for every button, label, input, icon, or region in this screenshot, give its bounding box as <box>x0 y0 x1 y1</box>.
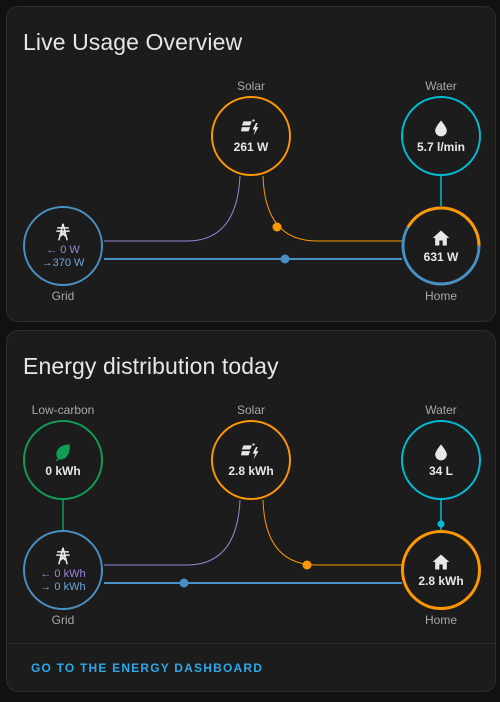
energy-dashboard-link[interactable]: GO TO THE ENERGY DASHBOARD <box>31 661 264 675</box>
flow-lines <box>104 175 442 264</box>
solar-to-grid-line <box>104 499 241 566</box>
grid-export-value: → 0 kWh <box>40 581 86 593</box>
grid-label: Grid <box>51 289 75 303</box>
home-node[interactable]: 631 W <box>401 206 481 286</box>
water-drop-icon <box>435 120 447 137</box>
transmission-tower-icon <box>56 547 70 565</box>
water-label: Water <box>425 79 457 93</box>
home-value: 631 W <box>423 250 459 264</box>
home-icon <box>432 230 450 246</box>
home-usage-ring <box>401 206 481 286</box>
solar-power-icon <box>241 119 259 136</box>
energy-distribution-card: Energy distribution today Low-carbon 0 k… <box>6 330 496 692</box>
card-footer: GO TO THE ENERGY DASHBOARD <box>7 643 495 691</box>
grid-export-value: →370 W <box>41 257 85 269</box>
water-node[interactable]: 34 L <box>401 420 481 500</box>
water-node[interactable]: 5.7 l/min <box>401 96 481 176</box>
solar-to-home-dot <box>272 222 282 232</box>
home-icon <box>432 554 450 570</box>
live-usage-card: Live Usage Overview Solar 261 W Water 5.… <box>6 6 496 322</box>
leaf-icon <box>55 444 70 462</box>
home-label: Home <box>424 613 457 627</box>
solar-to-home-dot <box>302 560 312 570</box>
lowcarbon-value: 0 kWh <box>45 464 81 478</box>
water-drop-icon <box>435 444 447 461</box>
grid-to-home-dot <box>280 254 290 264</box>
solar-to-grid-line <box>104 175 241 242</box>
solar-power-icon <box>241 443 259 460</box>
solar-value: 261 W <box>233 140 269 154</box>
lowcarbon-node[interactable]: 0 kWh <box>23 420 103 500</box>
grid-to-home-dot <box>179 578 189 588</box>
solar-value: 2.8 kWh <box>228 464 274 478</box>
water-value: 34 L <box>428 464 453 478</box>
transmission-tower-icon <box>56 223 70 241</box>
solar-node[interactable]: 2.8 kWh <box>211 420 291 500</box>
lowcarbon-label: Low-carbon <box>31 403 95 417</box>
solar-node[interactable]: 261 W <box>211 96 291 176</box>
flow-lines <box>62 499 445 588</box>
solar-label: Solar <box>236 403 265 417</box>
grid-import-value: ← 0 W <box>46 244 80 256</box>
home-value: 2.8 kWh <box>418 574 464 588</box>
water-to-home-dot <box>437 520 445 528</box>
water-label: Water <box>425 403 457 417</box>
grid-import-value: ← 0 kWh <box>40 568 86 580</box>
water-value: 5.7 l/min <box>416 140 466 154</box>
home-label: Home <box>424 289 457 303</box>
grid-label: Grid <box>51 613 75 627</box>
solar-to-home-line <box>262 499 402 566</box>
card-title: Live Usage Overview <box>23 29 243 55</box>
home-node[interactable]: 2.8 kWh <box>401 530 481 610</box>
grid-node[interactable]: ← 0 W →370 W <box>23 206 103 286</box>
solar-label: Solar <box>236 79 265 93</box>
card-title: Energy distribution today <box>23 353 279 379</box>
solar-to-home-line <box>262 175 402 242</box>
grid-node[interactable]: ← 0 kWh → 0 kWh <box>23 530 103 610</box>
